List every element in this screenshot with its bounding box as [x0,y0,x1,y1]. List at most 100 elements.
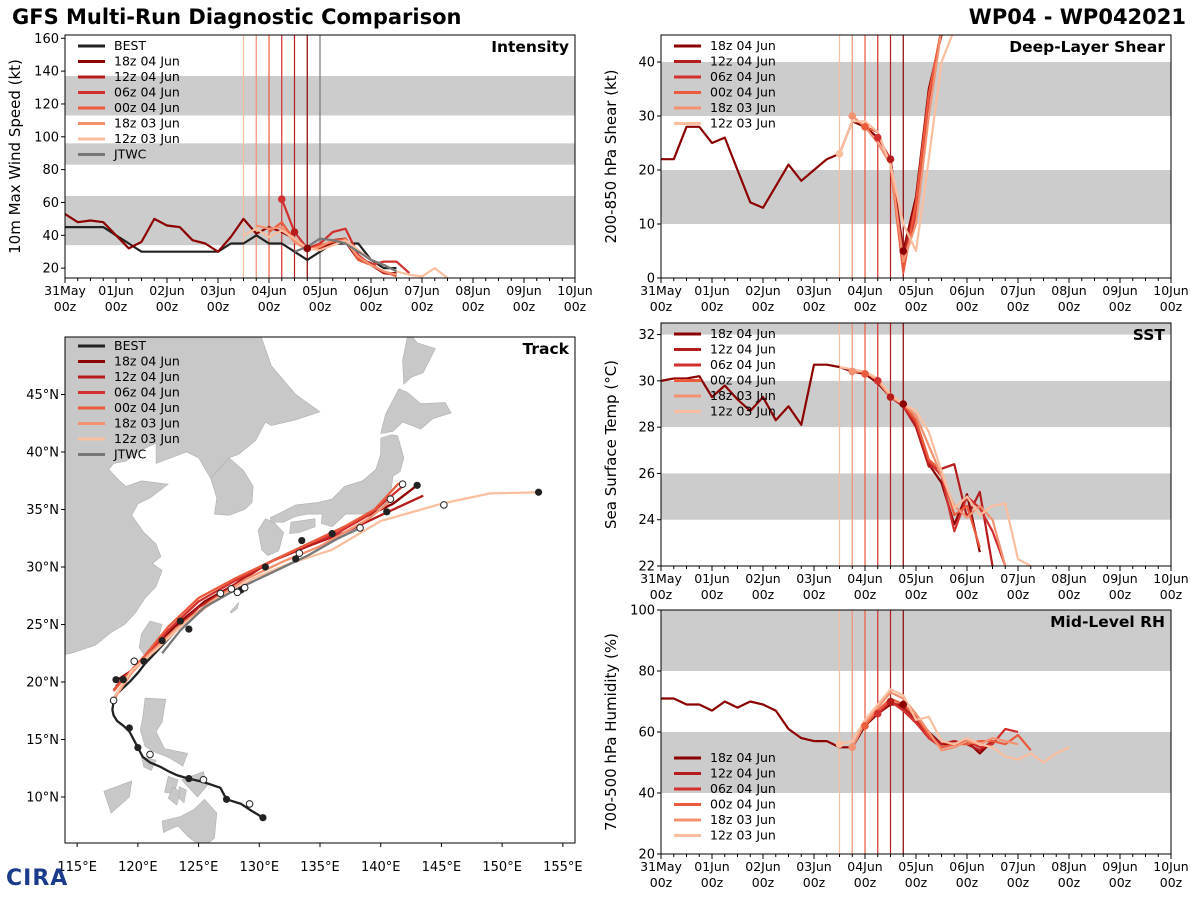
x-tick-label: 04Jun [847,859,882,874]
series-line-jtwc [294,237,398,273]
x-tick-label: 10Jun [1153,283,1188,298]
lat-tick-label: 10°N [26,791,59,806]
shaded-band [661,732,1171,793]
hokkaido-land [380,388,452,434]
x-tick-label: 00z [803,299,826,314]
legend-label: 18z 04 Jun [710,38,776,53]
x-tick-label: 01Jun [694,859,729,874]
lat-tick-label: 15°N [26,733,59,748]
track-point-00z [383,508,391,516]
x-tick-label: 02Jun [745,571,780,586]
y-tick-label: 32 [638,328,655,343]
series-line-12z-03-jun [839,688,1070,764]
x-tick-label: 00z [752,587,775,602]
x-tick-label: 03Jun [796,283,831,298]
x-tick-label: 06Jun [949,571,984,586]
x-tick-label: 00z [105,299,128,314]
y-tick-label: 60 [42,196,59,211]
x-tick-label: 00z [207,299,230,314]
x-tick-label: 09Jun [506,283,541,298]
x-tick-label: 09Jun [1102,571,1137,586]
x-tick-label: 00z [803,875,826,890]
track-point-00z [261,563,269,571]
init-point-marker [848,112,857,120]
legend-label: 18z 03 Jun [710,388,776,403]
y-tick-label: 20 [638,164,655,179]
x-tick-label: 00z [752,299,775,314]
mainland-land [65,337,321,655]
intensity-plot-area [65,35,575,278]
y-tick-label: 20 [638,848,655,863]
panel-shear: 01020304031May00z01Jun00z02Jun00z03Jun00… [602,34,1189,314]
lon-tick-label: 125°E [179,860,219,875]
korea-land [210,457,254,516]
legend-label: 12z 03 Jun [114,431,180,446]
track-point-00z [222,795,231,803]
series-line-12z-03-jun [242,227,449,278]
track-point-00z [134,743,142,752]
shaded-band [661,473,1171,520]
legend-label: 06z 04 Jun [710,69,776,84]
shear-y-axis-label: 200-850 hPa Shear (kt) [602,70,620,244]
x-tick-label: 00z [462,299,485,314]
x-tick-label: 05Jun [898,859,933,874]
kyushu-land [257,518,284,556]
x-tick-label: 00z [1058,299,1081,314]
shaded-band [661,323,1171,335]
x-tick-label: 00z [1109,875,1132,890]
y-tick-label: 20 [42,262,59,277]
track-point-00z [534,488,543,496]
x-tick-label: 00z [411,299,434,314]
init-point-marker [861,722,869,730]
x-tick-label: 03Jun [200,283,235,298]
panel-track: 115°E 120°E 125°E 130°E 135°E 140°E 145°E 150°E… [26,336,583,875]
figure-title: GFS Multi-Run Diagnostic Comparison [12,5,462,29]
legend-label: 00z 04 Jun [114,100,180,115]
x-tick-label: 00z [1109,587,1132,602]
x-tick-label: 00z [1007,875,1030,890]
track-map-area [65,337,575,843]
legend-label: 12z 03 Jun [710,116,776,131]
legend-label: 18z 03 Jun [710,100,776,115]
x-tick-label: 00z [854,299,877,314]
x-tick-label: 00z [1109,299,1132,314]
sst-plot-area [661,323,1171,566]
x-tick-label: 00z [905,299,928,314]
x-tick-label: 05Jun [302,283,337,298]
x-tick-label: 00z [956,299,979,314]
lat-tick-label: 35°N [26,503,59,518]
track-point-00z [185,775,193,783]
x-tick-label: 01Jun [694,283,729,298]
x-tick-label: 00z [309,299,332,314]
lon-tick-label: 135°E [300,860,340,875]
lon-tick-label: 150°E [482,860,522,875]
shear-plot-area [661,35,1171,278]
x-tick-label: 08Jun [1051,283,1086,298]
x-tick-label: 00z [1007,299,1030,314]
init-point-marker [886,697,895,706]
x-tick-label: 00z [156,299,179,314]
x-tick-label: 00z [1160,587,1183,602]
x-tick-label: 04Jun [847,571,882,586]
legend-label: BEST [114,338,146,353]
init-point-marker [848,367,857,376]
x-tick-label: 00z [564,299,587,314]
x-tick-label: 00z [650,299,673,314]
legend-label: 00z 04 Jun [114,400,180,415]
lon-tick-label: 155°E [543,860,583,875]
legend-label: 00z 04 Jun [710,373,776,388]
track-point-12z [227,585,236,593]
x-tick-label: 00z [701,875,724,890]
y-tick-label: 100 [630,604,655,619]
legend-label: 06z 04 Jun [114,85,180,100]
track-point-00z [259,814,267,822]
track-point-00z [413,481,421,489]
x-tick-label: 04Jun [847,283,882,298]
x-tick-label: 00z [956,875,979,890]
legend-label: 18z 04 Jun [114,54,180,69]
track-point-00z [112,676,120,684]
legend-label: 18z 04 Jun [710,750,776,765]
legend-label: 18z 03 Jun [114,116,180,131]
